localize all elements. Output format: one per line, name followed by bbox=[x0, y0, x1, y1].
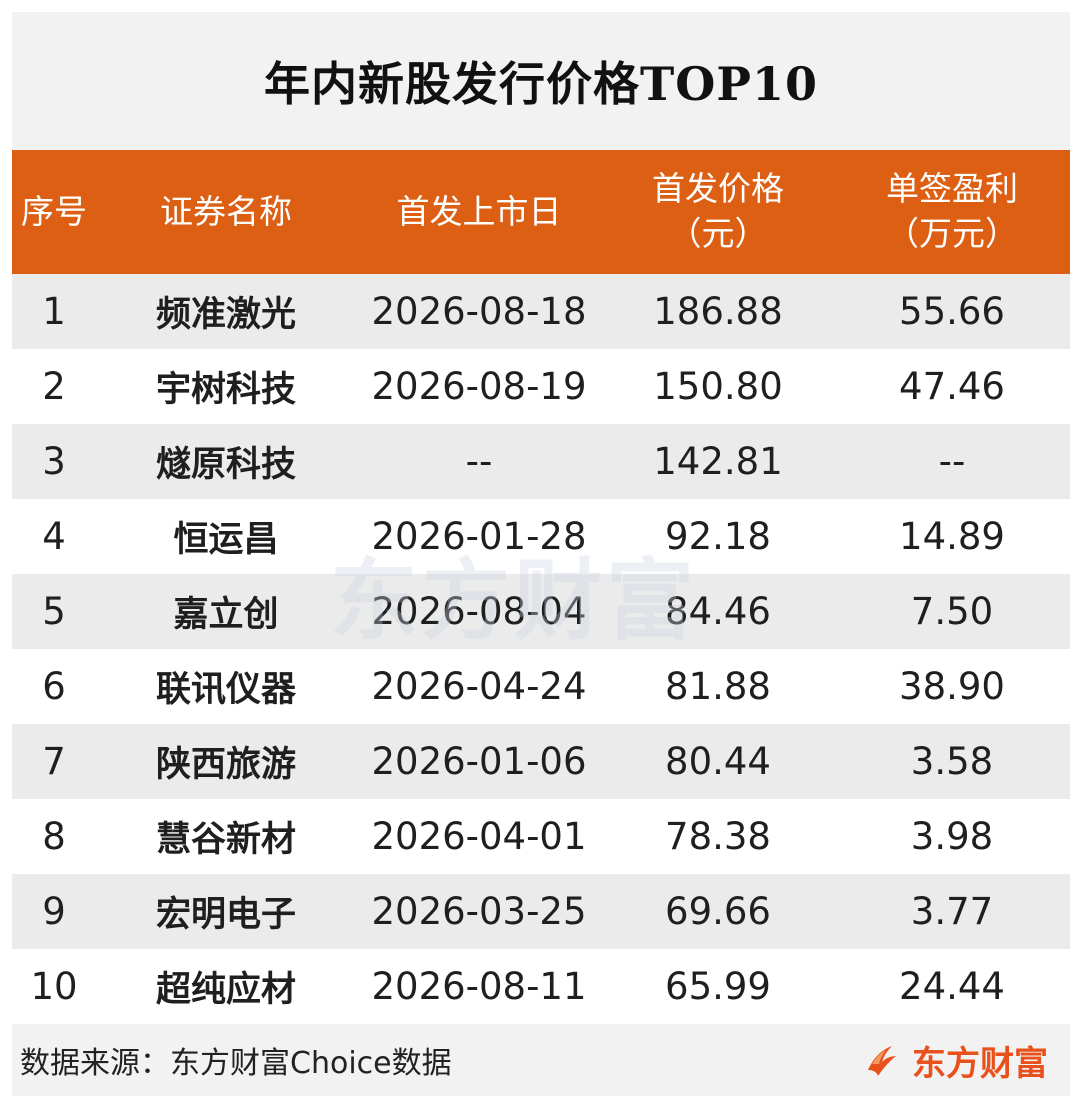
header-profit-line2: （万元） bbox=[886, 214, 1018, 253]
cell-index: 2 bbox=[42, 365, 66, 408]
cell-price: 150.80 bbox=[653, 365, 783, 408]
cell-name: 慧谷新材 bbox=[155, 820, 296, 860]
cell-price: 81.88 bbox=[665, 665, 771, 708]
cell-profit: 38.90 bbox=[899, 665, 1005, 708]
cell-name: 嘉立创 bbox=[173, 595, 279, 635]
cell-date: 2026-08-18 bbox=[371, 290, 587, 333]
table-row: 6 联讯仪器 2026-04-24 81.88 38.90 bbox=[12, 649, 1070, 724]
cell-date: 2026-08-11 bbox=[371, 965, 587, 1008]
header-price-line1: 首发价格 bbox=[652, 169, 784, 209]
table-row: 2 宇树科技 2026-08-19 150.80 47.46 bbox=[12, 349, 1070, 424]
cell-profit: 24.44 bbox=[899, 965, 1005, 1008]
cell-index: 1 bbox=[42, 290, 66, 333]
ipo-price-table: 序号 证券名称 首发上市日 首发价格 （元） 单签盈利 （万元） 1 频准激光 … bbox=[12, 150, 1070, 1024]
cell-index: 6 bbox=[42, 665, 66, 708]
header-price: 首发价格 （元） bbox=[602, 150, 834, 274]
table-row: 4 恒运昌 2026-01-28 92.18 14.89 bbox=[12, 499, 1070, 574]
cell-profit: 55.66 bbox=[899, 290, 1005, 333]
cell-date: 2026-04-01 bbox=[371, 815, 587, 858]
brand-logo: 东方财富 bbox=[862, 1024, 1048, 1096]
table-row: 5 嘉立创 2026-08-04 84.46 7.50 bbox=[12, 574, 1070, 649]
cell-name: 频准激光 bbox=[155, 295, 296, 335]
header-profit: 单签盈利 （万元） bbox=[834, 150, 1070, 274]
cell-name: 燧原科技 bbox=[155, 445, 296, 485]
header-name: 证券名称 bbox=[160, 191, 292, 231]
table-row: 7 陕西旅游 2026-01-06 80.44 3.58 bbox=[12, 724, 1070, 799]
header-index: 序号 bbox=[21, 191, 87, 231]
cell-date: -- bbox=[465, 440, 493, 483]
table-row: 10 超纯应材 2026-08-11 65.99 24.44 bbox=[12, 949, 1070, 1024]
cell-profit: 14.89 bbox=[899, 515, 1005, 558]
footer: 数据来源：东方财富Choice数据 东方财富 bbox=[12, 1024, 1070, 1096]
cell-price: 69.66 bbox=[665, 890, 771, 933]
cell-profit: 3.98 bbox=[910, 815, 994, 858]
cell-date: 2026-03-25 bbox=[371, 890, 587, 933]
cell-name: 宇树科技 bbox=[155, 370, 296, 410]
cell-name: 宏明电子 bbox=[155, 895, 296, 935]
brand-logo-text: 东方财富 bbox=[912, 1043, 1048, 1084]
cell-date: 2026-08-04 bbox=[371, 590, 587, 633]
cell-date: 2026-08-19 bbox=[371, 365, 587, 408]
cell-date: 2026-01-06 bbox=[371, 740, 587, 783]
cell-price: 65.99 bbox=[665, 965, 771, 1008]
table-row: 3 燧原科技 -- 142.81 -- bbox=[12, 424, 1070, 499]
cell-index: 7 bbox=[42, 740, 66, 783]
cell-profit: 3.77 bbox=[910, 890, 994, 933]
cell-price: 84.46 bbox=[665, 590, 771, 633]
header-price-line2: （元） bbox=[668, 214, 768, 253]
table-row: 8 慧谷新材 2026-04-01 78.38 3.98 bbox=[12, 799, 1070, 874]
table-card: 年内新股发行价格TOP10 序号 证券名称 首发上市日 首发价格 （元） 单签盈… bbox=[12, 12, 1070, 1096]
cell-profit: 3.58 bbox=[910, 740, 994, 783]
cell-profit: 47.46 bbox=[899, 365, 1005, 408]
cell-index: 3 bbox=[42, 440, 66, 483]
table-row: 1 频准激光 2026-08-18 186.88 55.66 bbox=[12, 274, 1070, 349]
cell-index: 5 bbox=[42, 590, 66, 633]
cell-profit: -- bbox=[938, 440, 966, 483]
cell-index: 8 bbox=[42, 815, 66, 858]
cell-price: 92.18 bbox=[665, 515, 771, 558]
cell-name: 超纯应材 bbox=[155, 970, 296, 1010]
cell-index: 10 bbox=[30, 965, 78, 1008]
cell-price: 142.81 bbox=[653, 440, 783, 483]
cell-profit: 7.50 bbox=[910, 590, 994, 633]
table-header-row: 序号 证券名称 首发上市日 首发价格 （元） 单签盈利 （万元） bbox=[12, 150, 1070, 274]
table-row: 9 宏明电子 2026-03-25 69.66 3.77 bbox=[12, 874, 1070, 949]
cell-index: 4 bbox=[42, 515, 66, 558]
header-date: 首发上市日 bbox=[396, 191, 562, 231]
cell-name: 联讯仪器 bbox=[155, 670, 296, 710]
header-profit-line1: 单签盈利 bbox=[886, 169, 1018, 209]
flame-logo-icon bbox=[862, 1040, 902, 1080]
cell-price: 78.38 bbox=[665, 815, 771, 858]
data-source-note: 数据来源：东方财富Choice数据 bbox=[20, 1046, 452, 1081]
cell-name: 陕西旅游 bbox=[155, 745, 296, 785]
cell-price: 186.88 bbox=[653, 290, 783, 333]
cell-price: 80.44 bbox=[665, 740, 771, 783]
page-title: 年内新股发行价格TOP10 bbox=[264, 57, 818, 111]
cell-date: 2026-04-24 bbox=[371, 665, 587, 708]
cell-index: 9 bbox=[42, 890, 66, 933]
cell-name: 恒运昌 bbox=[173, 520, 279, 560]
cell-date: 2026-01-28 bbox=[371, 515, 587, 558]
